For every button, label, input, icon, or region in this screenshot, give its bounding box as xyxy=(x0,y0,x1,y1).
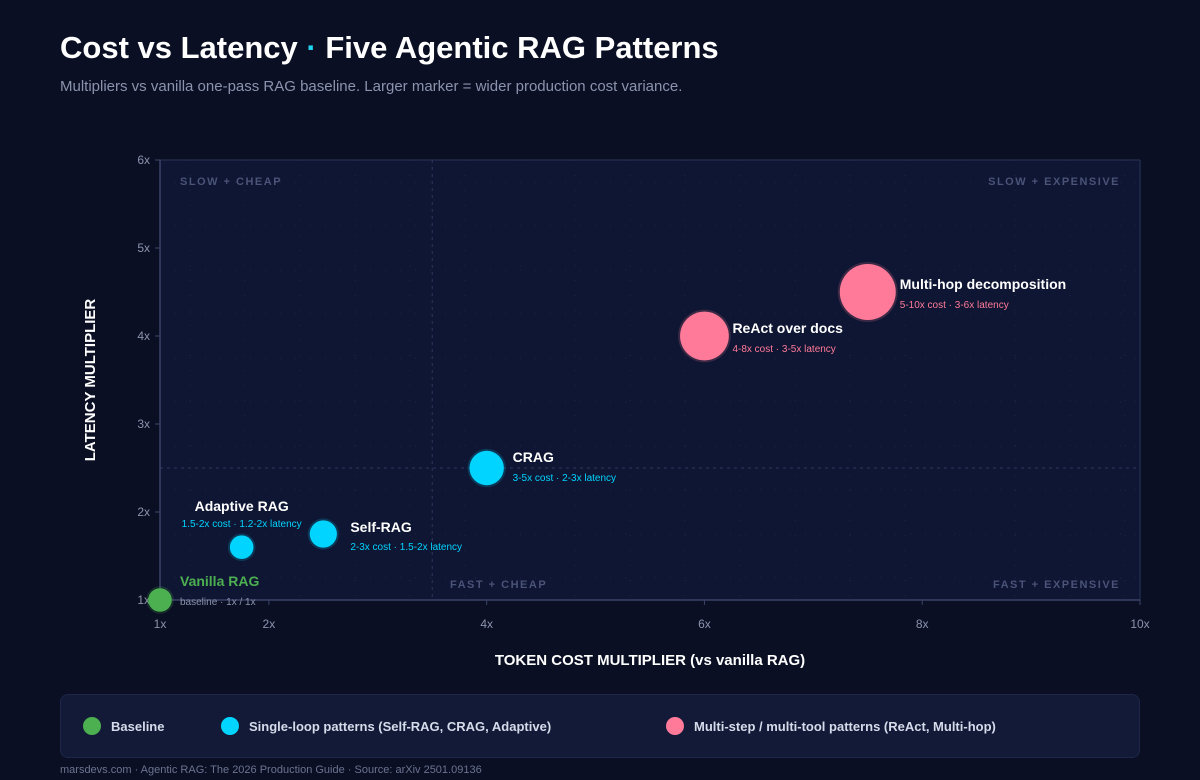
chart-title: Cost vs Latency · Five Agentic RAG Patte… xyxy=(60,30,719,66)
marker-react-over-docs xyxy=(680,311,729,361)
legend-swatch-multi-step xyxy=(666,717,684,735)
legend-item-baseline: Baseline xyxy=(83,717,164,735)
legend-label-single-loop: Single-loop patterns (Self-RAG, CRAG, Ad… xyxy=(249,718,552,734)
y-tick-label: 4x xyxy=(137,329,150,343)
y-axis-title: LATENCY MULTIPLIER xyxy=(82,299,99,462)
marker-multi-hop-decomposition xyxy=(839,264,896,320)
point-label-crag: CRAG xyxy=(513,449,554,465)
y-tick-label: 3x xyxy=(137,417,150,431)
y-tick-label: 6x xyxy=(137,153,150,167)
marker-adaptive-rag xyxy=(229,535,254,559)
scatter-chart: SLOW + CHEAP SLOW + EXPENSIVE FAST + CHEAP… xyxy=(82,153,1150,669)
x-tick-label: 6x xyxy=(698,617,711,631)
x-axis-title: TOKEN COST MULTIPLIER (vs vanilla RAG) xyxy=(495,652,805,669)
plot-area xyxy=(160,160,1140,600)
legend-item-multi-step: Multi-step / multi-tool patterns (ReAct,… xyxy=(666,717,996,735)
quadrant-label-slow-expensive: SLOW + EXPENSIVE xyxy=(988,176,1120,188)
legend-swatch-baseline xyxy=(83,717,101,735)
point-detail-react-over-docs: 4-8x cost · 3-5x latency xyxy=(732,344,835,355)
y-tick-label: 2x xyxy=(137,505,150,519)
point-label-multi-hop-decomposition: Multi-hop decomposition xyxy=(900,276,1066,292)
point-label-react-over-docs: ReAct over docs xyxy=(732,320,843,336)
x-tick-label: 8x xyxy=(916,617,929,631)
legend-label-baseline: Baseline xyxy=(111,718,165,734)
title-rest: Five Agentic RAG Patterns xyxy=(325,30,719,65)
chart-subtitle: Multipliers vs vanilla one-pass RAG base… xyxy=(60,78,683,95)
x-tick-label: 4x xyxy=(480,617,493,631)
x-tick-label: 2x xyxy=(263,617,276,631)
point-detail-vanilla-rag: baseline · 1x / 1x xyxy=(180,597,256,608)
point-detail-multi-hop-decomposition: 5-10x cost · 3-6x latency xyxy=(900,300,1009,311)
quadrant-label-slow-cheap: SLOW + CHEAP xyxy=(180,176,282,188)
y-tick-label: 5x xyxy=(137,241,150,255)
marker-vanilla-rag xyxy=(148,588,172,612)
marker-crag xyxy=(469,450,504,486)
point-label-self-rag: Self-RAG xyxy=(350,519,412,535)
title-separator: · xyxy=(306,30,317,65)
legend-item-single-loop: Single-loop patterns (Self-RAG, CRAG, Ad… xyxy=(221,717,551,735)
point-detail-adaptive-rag: 1.5-2x cost · 1.2-2x latency xyxy=(182,519,302,530)
footer-source: marsdevs.com · Agentic RAG: The 2026 Pro… xyxy=(60,764,482,776)
quadrant-label-fast-expensive: FAST + EXPENSIVE xyxy=(993,579,1120,591)
point-label-vanilla-rag: Vanilla RAG xyxy=(180,573,259,589)
point-label-adaptive-rag: Adaptive RAG xyxy=(195,498,289,514)
quadrant-label-fast-cheap: FAST + CHEAP xyxy=(450,579,547,591)
x-tick-label: 10x xyxy=(1130,617,1149,631)
point-detail-self-rag: 2-3x cost · 1.5-2x latency xyxy=(350,542,462,553)
x-tick-label: 1x xyxy=(154,617,167,631)
y-tick-label: 1x xyxy=(137,593,150,607)
title-main: Cost vs Latency xyxy=(60,30,298,65)
legend-swatch-single-loop xyxy=(221,717,239,735)
point-detail-crag: 3-5x cost · 2-3x latency xyxy=(513,473,616,484)
legend: Baseline Single-loop patterns (Self-RAG,… xyxy=(60,694,1140,758)
marker-self-rag xyxy=(309,520,337,548)
legend-label-multi-step: Multi-step / multi-tool patterns (ReAct,… xyxy=(694,718,996,734)
